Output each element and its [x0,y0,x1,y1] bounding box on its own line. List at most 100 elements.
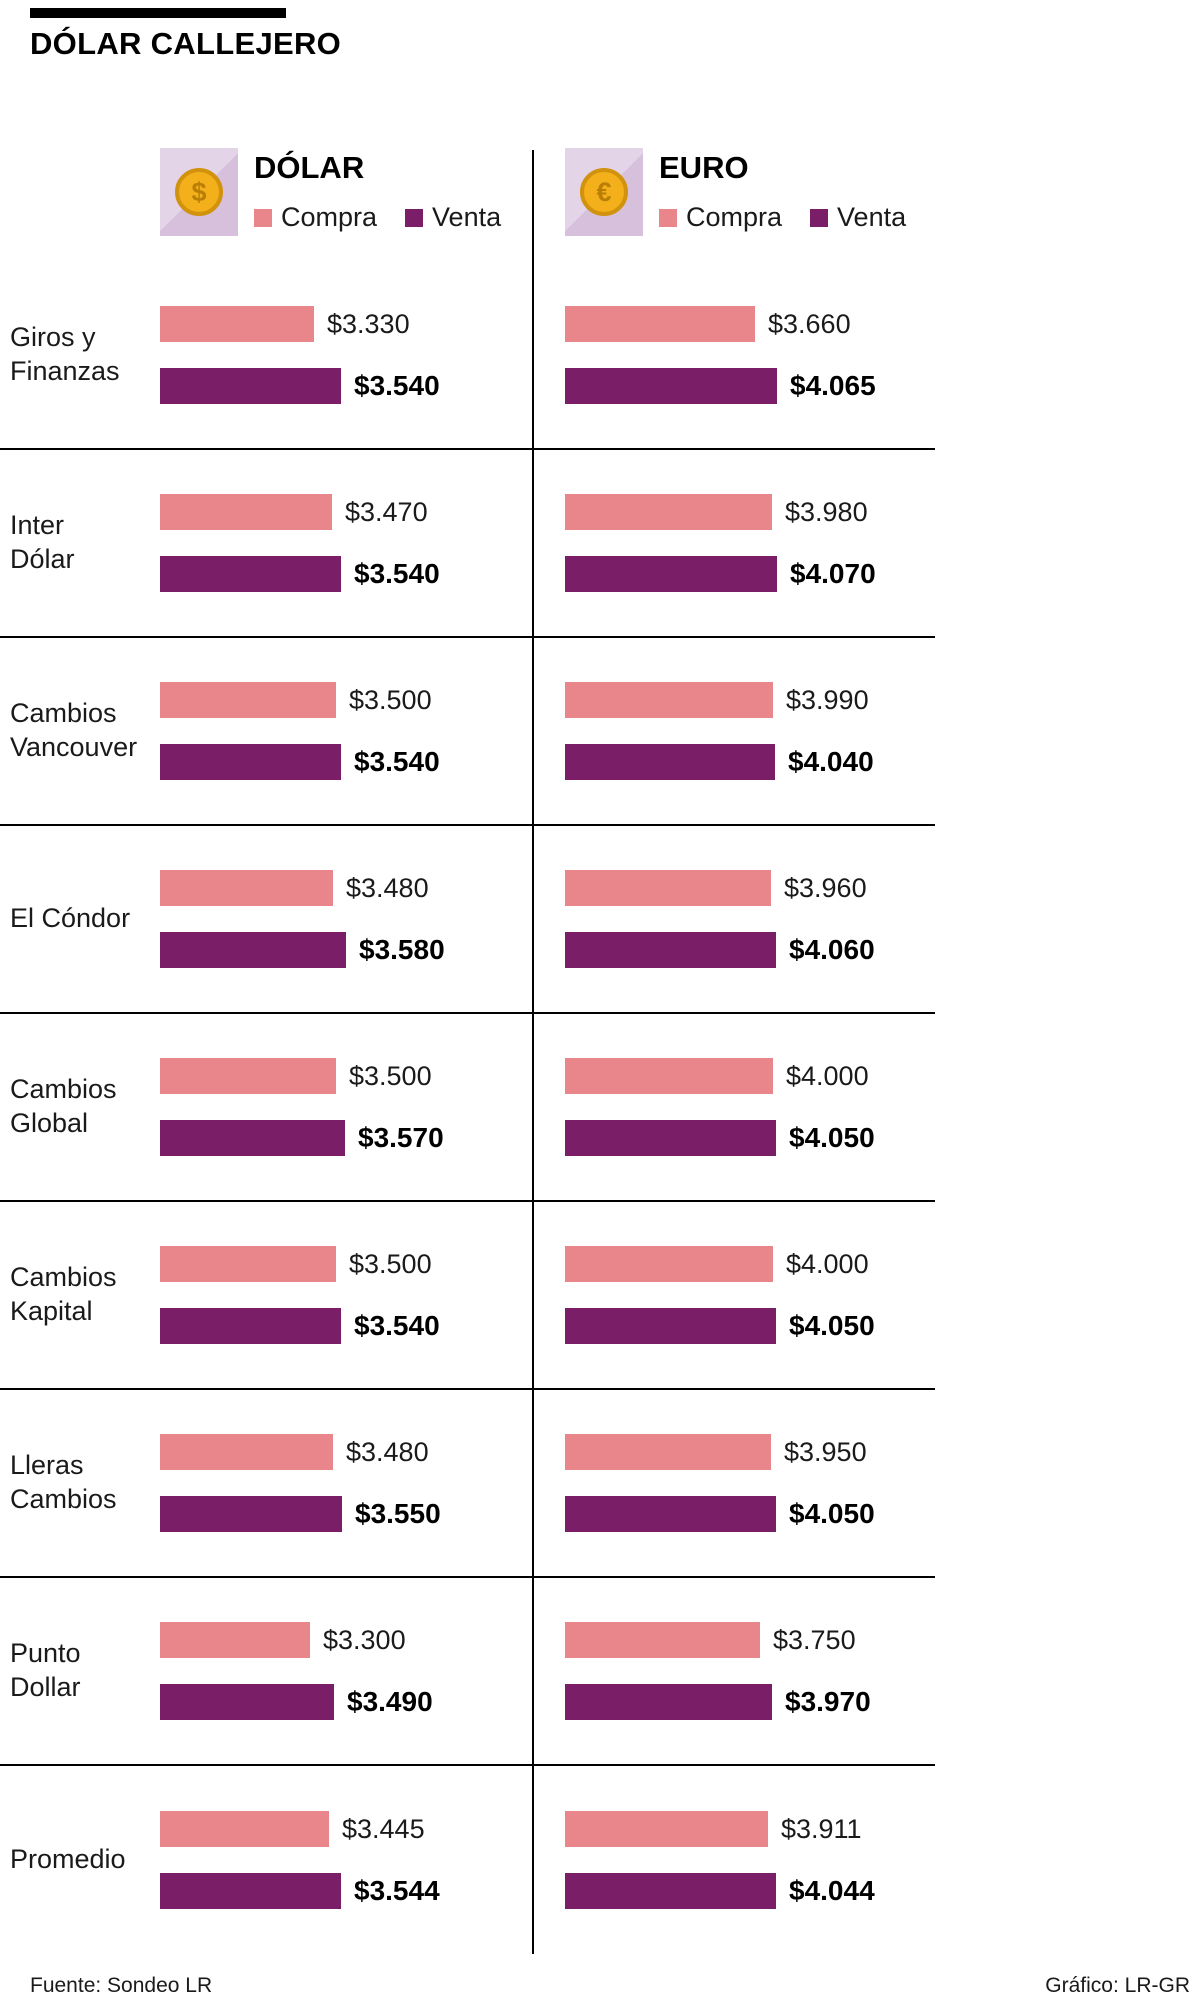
dolar-compra-value: $3.500 [349,684,432,715]
dolar-venta-bar [160,1873,341,1909]
euro-compra-bar [565,306,755,342]
euro-venta-bar [565,1120,776,1156]
dolar-venta-line: $3.544 [160,1873,533,1909]
dolar-venta-value: $3.540 [354,370,440,401]
euro-legend-venta: Venta [810,202,906,233]
dolar-venta-bar [160,932,346,968]
dolar-cell: $3.445 $3.544 [160,1766,533,1954]
euro-venta-value: $4.044 [789,1875,875,1906]
exchange-name: Lleras Cambios [10,1450,117,1514]
dolar-venta-bar [160,1120,345,1156]
dolar-compra-line: $3.470 [160,494,533,530]
euro-compra-value: $4.000 [786,1248,869,1279]
euro-compra-value: $3.660 [768,308,851,339]
venta-swatch-icon [810,208,829,227]
euro-venta-value: $4.065 [790,370,876,401]
dolar-cell: $3.500 $3.540 [160,638,533,824]
dolar-cell: $3.470 $3.540 [160,450,533,636]
venta-swatch-icon [405,208,424,227]
euro-cell: $3.990 $4.040 [533,638,935,824]
dolar-header-text: DÓLAR Compra Venta [254,148,501,236]
dolar-compra-bar [160,682,336,718]
dolar-venta-value: $3.550 [355,1498,441,1529]
dolar-compra-bar [160,870,333,906]
dolar-venta-bar [160,744,341,780]
dolar-venta-value: $3.540 [354,1310,440,1341]
euro-venta-bar [565,1873,776,1909]
venta-legend-label: Venta [837,202,907,232]
euro-compra-line: $4.000 [565,1058,935,1094]
dolar-compra-line: $3.330 [160,306,533,342]
dolar-compra-line: $3.500 [160,1058,533,1094]
euro-venta-bar [565,1496,776,1532]
compra-swatch-icon [254,208,272,227]
euro-compra-value: $3.911 [781,1813,862,1844]
dollar-coin-tile: $ [160,148,238,236]
euro-compra-line: $4.000 [565,1246,935,1282]
dolar-venta-line: $3.580 [160,932,533,968]
euro-venta-value: $4.050 [789,1310,875,1341]
euro-compra-value: $3.960 [784,872,867,903]
dolar-compra-line: $3.445 [160,1811,533,1847]
euro-venta-line: $4.050 [565,1120,935,1156]
dolar-compra-value: $3.500 [349,1248,432,1279]
dolar-legend: Compra Venta [254,202,501,233]
euro-compra-line: $3.660 [565,306,935,342]
euro-venta-line: $4.050 [565,1496,935,1532]
euro-cell: $4.000 $4.050 [533,1202,935,1388]
dolar-venta-line: $3.540 [160,368,533,404]
euro-cell: $3.950 $4.050 [533,1390,935,1576]
dollar-coin-icon: $ [175,168,223,216]
dolar-compra-bar [160,494,332,530]
euro-cell: $3.911 $4.044 [533,1766,935,1954]
euro-compra-bar [565,1811,768,1847]
euro-venta-line: $4.044 [565,1873,935,1909]
euro-cell: $3.750 $3.970 [533,1578,935,1764]
dolar-compra-value: $3.470 [345,496,428,527]
dolar-compra-line: $3.480 [160,870,533,906]
euro-compra-line: $3.990 [565,682,935,718]
exchange-name: Cambios Vancouver [10,698,138,762]
dolar-venta-bar [160,556,341,592]
euro-venta-bar [565,744,775,780]
euro-venta-value: $3.970 [785,1686,871,1717]
dolar-venta-line: $3.540 [160,1308,533,1344]
euro-venta-line: $3.970 [565,1684,935,1720]
euro-venta-value: $4.060 [789,934,875,965]
exchange-row: Cambios Kapital $3.500 $3.540 $4.000 $4.… [0,1202,935,1390]
euro-compra-bar [565,1434,771,1470]
euro-compra-bar [565,682,773,718]
dolar-compra-line: $3.480 [160,1434,533,1470]
dolar-venta-value: $3.540 [354,558,440,589]
exchange-name: Punto Dollar [10,1638,81,1702]
dolar-compra-line: $3.500 [160,1246,533,1282]
euro-venta-bar [565,1684,772,1720]
euro-venta-line: $4.065 [565,368,935,404]
euro-cell: $3.960 $4.060 [533,826,935,1012]
euro-venta-bar [565,368,777,404]
dolar-compra-line: $3.300 [160,1622,533,1658]
credit-note: Gráfico: LR-GR [1045,1974,1190,1997]
column-header-euro: € EURO Compra Venta [565,148,906,236]
dolar-venta-line: $3.540 [160,556,533,592]
dolar-venta-bar [160,368,341,404]
euro-compra-line: $3.980 [565,494,935,530]
euro-compra-bar [565,870,771,906]
dolar-venta-value: $3.544 [354,1875,440,1906]
dolar-venta-line: $3.540 [160,744,533,780]
compra-legend-label: Compra [281,202,378,232]
dolar-column-title: DÓLAR [254,150,365,185]
euro-cell: $4.000 $4.050 [533,1014,935,1200]
exchange-row: Cambios Vancouver $3.500 $3.540 $3.990 $… [0,638,935,826]
dolar-compra-value: $3.445 [342,1813,425,1844]
euro-compra-line: $3.950 [565,1434,935,1470]
dolar-compra-value: $3.300 [323,1624,406,1655]
euro-venta-bar [565,932,776,968]
column-headers: $ DÓLAR Compra Venta € [0,148,935,262]
euro-compra-value: $3.990 [786,684,869,715]
dolar-compra-value: $3.500 [349,1060,432,1091]
compra-legend-label: Compra [686,202,783,232]
dolar-legend-venta: Venta [405,202,501,233]
euro-coin-tile: € [565,148,643,236]
